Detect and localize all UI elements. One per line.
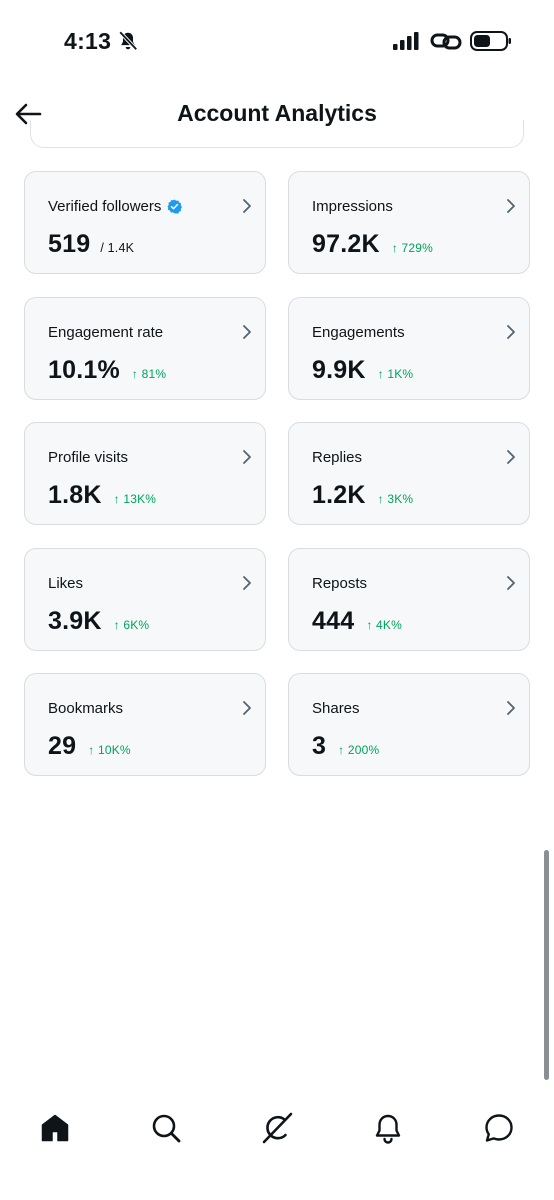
metric-change: ↑ 10K%: [88, 743, 131, 757]
battery-icon: [470, 31, 511, 51]
chevron-right-icon: [243, 450, 251, 464]
metric-card-likes[interactable]: Likes 3.9K ↑ 6K%: [24, 548, 266, 651]
metric-label: Profile visits: [48, 449, 129, 466]
page-title: Account Analytics: [177, 100, 377, 126]
metric-change: ↑ 4K%: [366, 618, 402, 632]
metric-card-verified-followers[interactable]: Verified followers 519 / 1.4K: [24, 171, 266, 274]
messages-icon: [485, 1114, 513, 1142]
metric-label: Impressions: [312, 198, 393, 215]
metric-value: 3: [312, 732, 327, 760]
chevron-right-icon: [243, 701, 251, 715]
metric-change: ↑ 729%: [391, 241, 433, 255]
metric-value: 9.9K: [312, 356, 366, 384]
metric-total: / 1.4K: [100, 241, 135, 255]
metric-change: ↑ 1K%: [377, 367, 414, 381]
back-button[interactable]: [10, 96, 46, 132]
grok-icon: [262, 1112, 293, 1144]
metric-card-impressions[interactable]: Impressions 97.2K ↑ 729%: [288, 171, 530, 274]
metric-change: ↑ 13K%: [113, 492, 157, 506]
cellular-signal-icon: [393, 32, 419, 50]
home-icon: [41, 1114, 69, 1142]
arrow-left-icon: [15, 103, 42, 125]
metric-card-replies[interactable]: Replies 1.2K ↑ 3K%: [288, 422, 530, 525]
metric-label: Verified followers: [48, 198, 162, 215]
previous-card-edge: [30, 120, 524, 148]
header: Account Analytics: [0, 80, 554, 146]
metric-label: Likes: [48, 575, 84, 592]
metric-value: 97.2K: [312, 230, 380, 258]
nav-notifications[interactable]: [360, 1100, 416, 1156]
metric-label: Engagement rate: [48, 324, 164, 341]
metric-card-shares[interactable]: Shares 3 ↑ 200%: [288, 673, 530, 776]
personal-hotspot-icon: [430, 33, 462, 50]
chevron-right-icon: [243, 325, 251, 339]
search-icon: [152, 1114, 181, 1143]
metric-change: ↑ 3K%: [377, 492, 414, 506]
chevron-right-icon: [507, 576, 515, 590]
metric-label: Replies: [312, 449, 363, 466]
metric-value: 10.1%: [48, 356, 120, 384]
metric-label: Bookmarks: [48, 700, 124, 717]
metric-change: ↑ 81%: [131, 367, 167, 381]
metric-value: 1.2K: [312, 481, 366, 509]
nav-search[interactable]: [138, 1100, 194, 1156]
metric-card-engagements[interactable]: Engagements 9.9K ↑ 1K%: [288, 297, 530, 400]
nav-home[interactable]: [27, 1100, 83, 1156]
chevron-right-icon: [507, 701, 515, 715]
chevron-right-icon: [507, 450, 515, 464]
bottom-nav: [0, 1080, 554, 1200]
metric-change: ↑ 6K%: [113, 618, 150, 632]
nav-messages[interactable]: [471, 1100, 527, 1156]
metric-card-profile-visits[interactable]: Profile visits 1.8K ↑ 13K%: [24, 422, 266, 525]
bell-off-icon: [118, 31, 138, 51]
metric-label: Reposts: [312, 575, 368, 592]
metric-card-engagement-rate[interactable]: Engagement rate 10.1% ↑ 81%: [24, 297, 266, 400]
metric-value: 444: [312, 607, 355, 635]
metric-value: 3.9K: [48, 607, 102, 635]
chevron-right-icon: [243, 576, 251, 590]
metric-card-bookmarks[interactable]: Bookmarks 29 ↑ 10K%: [24, 673, 266, 776]
chevron-right-icon: [507, 325, 515, 339]
metric-label: Shares: [312, 700, 360, 717]
metric-value: 1.8K: [48, 481, 102, 509]
verified-badge-icon: [167, 199, 183, 214]
chevron-right-icon: [243, 199, 251, 213]
status-time: 4:13: [64, 28, 112, 54]
chevron-right-icon: [507, 199, 515, 213]
status-bar: 4:13: [0, 0, 554, 80]
metric-card-reposts[interactable]: Reposts 444 ↑ 4K%: [288, 548, 530, 651]
scrollbar[interactable]: [544, 850, 549, 1080]
nav-grok[interactable]: [249, 1100, 305, 1156]
metric-change: ↑ 200%: [338, 743, 380, 757]
metric-value: 29: [48, 732, 77, 760]
metric-value: 519: [48, 230, 91, 258]
notifications-icon: [375, 1114, 401, 1144]
metric-label: Engagements: [312, 324, 405, 341]
